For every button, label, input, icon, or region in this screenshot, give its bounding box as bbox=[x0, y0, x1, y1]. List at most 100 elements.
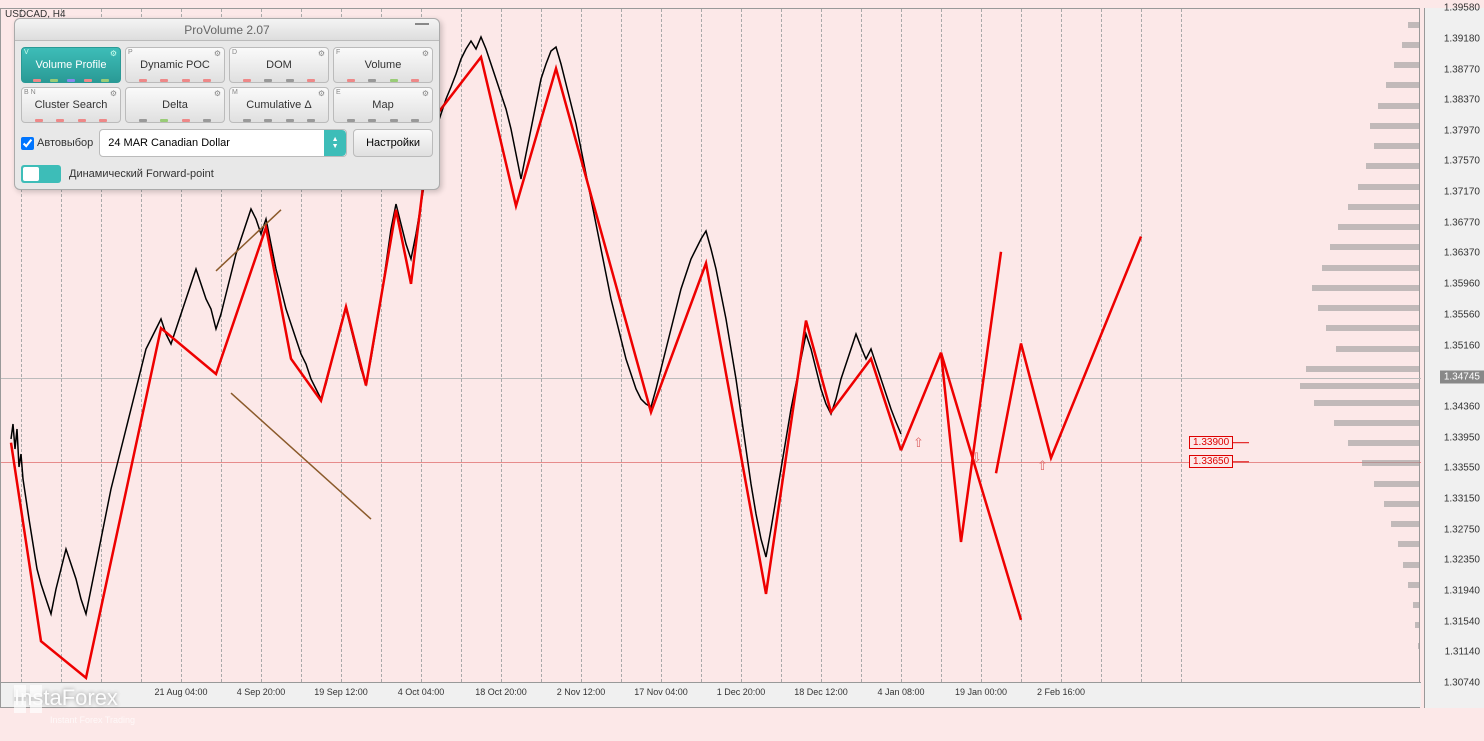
btn-corner: P bbox=[128, 49, 133, 56]
btn-label: DOM bbox=[266, 59, 292, 71]
vol-bar bbox=[1338, 224, 1420, 230]
tool-button-cumulative-[interactable]: M ⚙ Cumulative Δ bbox=[229, 87, 329, 123]
btn-label: Cumulative Δ bbox=[246, 99, 311, 111]
price-marker: 1.33900 bbox=[1189, 436, 1233, 449]
minimize-icon[interactable] bbox=[415, 23, 431, 27]
vol-bar bbox=[1322, 265, 1420, 271]
vol-bar bbox=[1408, 22, 1420, 28]
vol-bar bbox=[1418, 643, 1420, 649]
y-tick: 1.35160 bbox=[1444, 340, 1480, 351]
btn-label: Dynamic POC bbox=[140, 59, 210, 71]
gear-icon[interactable]: ⚙ bbox=[318, 89, 325, 98]
tool-button-map[interactable]: E ⚙ Map bbox=[333, 87, 433, 123]
y-axis: 1.34745 1.395801.391801.387701.383701.37… bbox=[1424, 8, 1484, 708]
gear-icon[interactable]: ⚙ bbox=[110, 49, 117, 58]
x-tick: 21 Aug 04:00 bbox=[154, 687, 207, 697]
x-tick: 4 Sep 20:00 bbox=[237, 687, 286, 697]
x-tick: 18 Dec 12:00 bbox=[794, 687, 848, 697]
up-arrow-icon: ⇧ bbox=[1037, 458, 1048, 474]
logo-icon bbox=[14, 685, 44, 715]
x-tick: 1 Dec 20:00 bbox=[717, 687, 766, 697]
y-tick: 1.39180 bbox=[1444, 33, 1480, 44]
y-tick: 1.35960 bbox=[1444, 279, 1480, 290]
down-arrow-icon: ⇩ bbox=[971, 450, 982, 466]
y-tick: 1.31940 bbox=[1444, 586, 1480, 597]
btn-label: Map bbox=[372, 99, 393, 111]
vol-bar bbox=[1370, 123, 1420, 129]
gear-icon[interactable]: ⚙ bbox=[214, 89, 221, 98]
gear-icon[interactable]: ⚙ bbox=[318, 49, 325, 58]
y-tick: 1.34360 bbox=[1444, 401, 1480, 412]
y-tick: 1.36370 bbox=[1444, 248, 1480, 259]
y-tick: 1.39580 bbox=[1444, 3, 1480, 14]
btn-dots bbox=[126, 119, 224, 122]
y-tick: 1.33150 bbox=[1444, 493, 1480, 504]
tool-button-dynamic-poc[interactable]: P ⚙ Dynamic POC bbox=[125, 47, 225, 83]
vol-bar bbox=[1326, 325, 1420, 331]
window-titlebar[interactable]: ProVolume 2.07 bbox=[15, 19, 439, 41]
vol-bar bbox=[1366, 163, 1420, 169]
btn-corner: E bbox=[336, 89, 341, 96]
vol-bar bbox=[1362, 460, 1420, 466]
settings-button[interactable]: Настройки bbox=[353, 129, 433, 157]
up-arrow-icon: ⇧ bbox=[913, 435, 924, 451]
btn-corner: M bbox=[232, 89, 238, 96]
vol-bar bbox=[1394, 62, 1420, 68]
x-axis: 21 Aug 04:004 Sep 20:0019 Sep 12:004 Oct… bbox=[1, 682, 1421, 707]
vol-bar bbox=[1384, 501, 1420, 507]
vol-bar bbox=[1334, 420, 1420, 426]
btn-label: Delta bbox=[162, 99, 188, 111]
provolume-window[interactable]: ProVolume 2.07 V⚙Volume ProfileP⚙Dynamic… bbox=[14, 18, 440, 190]
btn-corner: B N bbox=[24, 89, 36, 96]
vol-bar bbox=[1330, 244, 1420, 250]
forward-point-toggle[interactable] bbox=[21, 165, 61, 183]
vol-bar bbox=[1358, 184, 1420, 190]
x-tick: 4 Oct 04:00 bbox=[398, 687, 445, 697]
vol-bar bbox=[1374, 143, 1420, 149]
instaforex-logo: InstaForex bbox=[14, 685, 118, 711]
y-tick: 1.33550 bbox=[1444, 463, 1480, 474]
btn-corner: D bbox=[232, 49, 237, 56]
window-title: ProVolume 2.07 bbox=[184, 23, 269, 37]
vol-bar bbox=[1413, 602, 1420, 608]
vol-bar bbox=[1391, 521, 1420, 527]
btn-corner: V bbox=[24, 49, 29, 56]
y-tick: 1.38370 bbox=[1444, 95, 1480, 106]
y-tick: 1.35560 bbox=[1444, 309, 1480, 320]
vol-bar bbox=[1312, 285, 1420, 291]
gear-icon[interactable]: ⚙ bbox=[214, 49, 221, 58]
tool-button-delta[interactable]: ⚙ Delta bbox=[125, 87, 225, 123]
gear-icon[interactable]: ⚙ bbox=[422, 49, 429, 58]
y-tick: 1.37170 bbox=[1444, 187, 1480, 198]
price-marker: 1.33650 bbox=[1189, 455, 1233, 468]
vol-bar bbox=[1398, 541, 1420, 547]
btn-label: Volume bbox=[365, 59, 402, 71]
autoselect-checkbox[interactable]: Автовыбор bbox=[21, 137, 93, 150]
vol-bar bbox=[1348, 204, 1420, 210]
toggle-label: Динамический Forward-point bbox=[69, 168, 214, 180]
vol-bar bbox=[1306, 366, 1420, 372]
btn-label: Volume Profile bbox=[36, 59, 107, 71]
y-tick: 1.32350 bbox=[1444, 555, 1480, 566]
contract-select[interactable]: 24 MAR Canadian Dollar ▲▼ bbox=[99, 129, 347, 157]
btn-dots bbox=[334, 119, 432, 122]
x-tick: 19 Jan 00:00 bbox=[955, 687, 1007, 697]
y-tick: 1.33950 bbox=[1444, 432, 1480, 443]
y-tick: 1.37570 bbox=[1444, 156, 1480, 167]
btn-dots bbox=[230, 119, 328, 122]
vol-bar bbox=[1386, 82, 1420, 88]
autoselect-label: Автовыбор bbox=[37, 137, 93, 149]
tool-button-volume-profile[interactable]: V ⚙Volume Profile bbox=[21, 47, 121, 83]
gear-icon[interactable]: ⚙ bbox=[110, 89, 117, 98]
vol-bar bbox=[1314, 400, 1420, 406]
select-arrows-icon[interactable]: ▲▼ bbox=[324, 130, 346, 156]
tool-button-cluster-search[interactable]: B N⚙Cluster Search bbox=[21, 87, 121, 123]
btn-dots bbox=[334, 79, 432, 82]
autoselect-input[interactable] bbox=[21, 137, 34, 150]
tool-button-dom[interactable]: D ⚙ DOM bbox=[229, 47, 329, 83]
btn-corner: F bbox=[336, 49, 340, 56]
y-tick: 1.31540 bbox=[1444, 616, 1480, 627]
gear-icon[interactable]: ⚙ bbox=[422, 89, 429, 98]
tool-button-volume[interactable]: F ⚙ Volume bbox=[333, 47, 433, 83]
vol-bar bbox=[1378, 103, 1420, 109]
